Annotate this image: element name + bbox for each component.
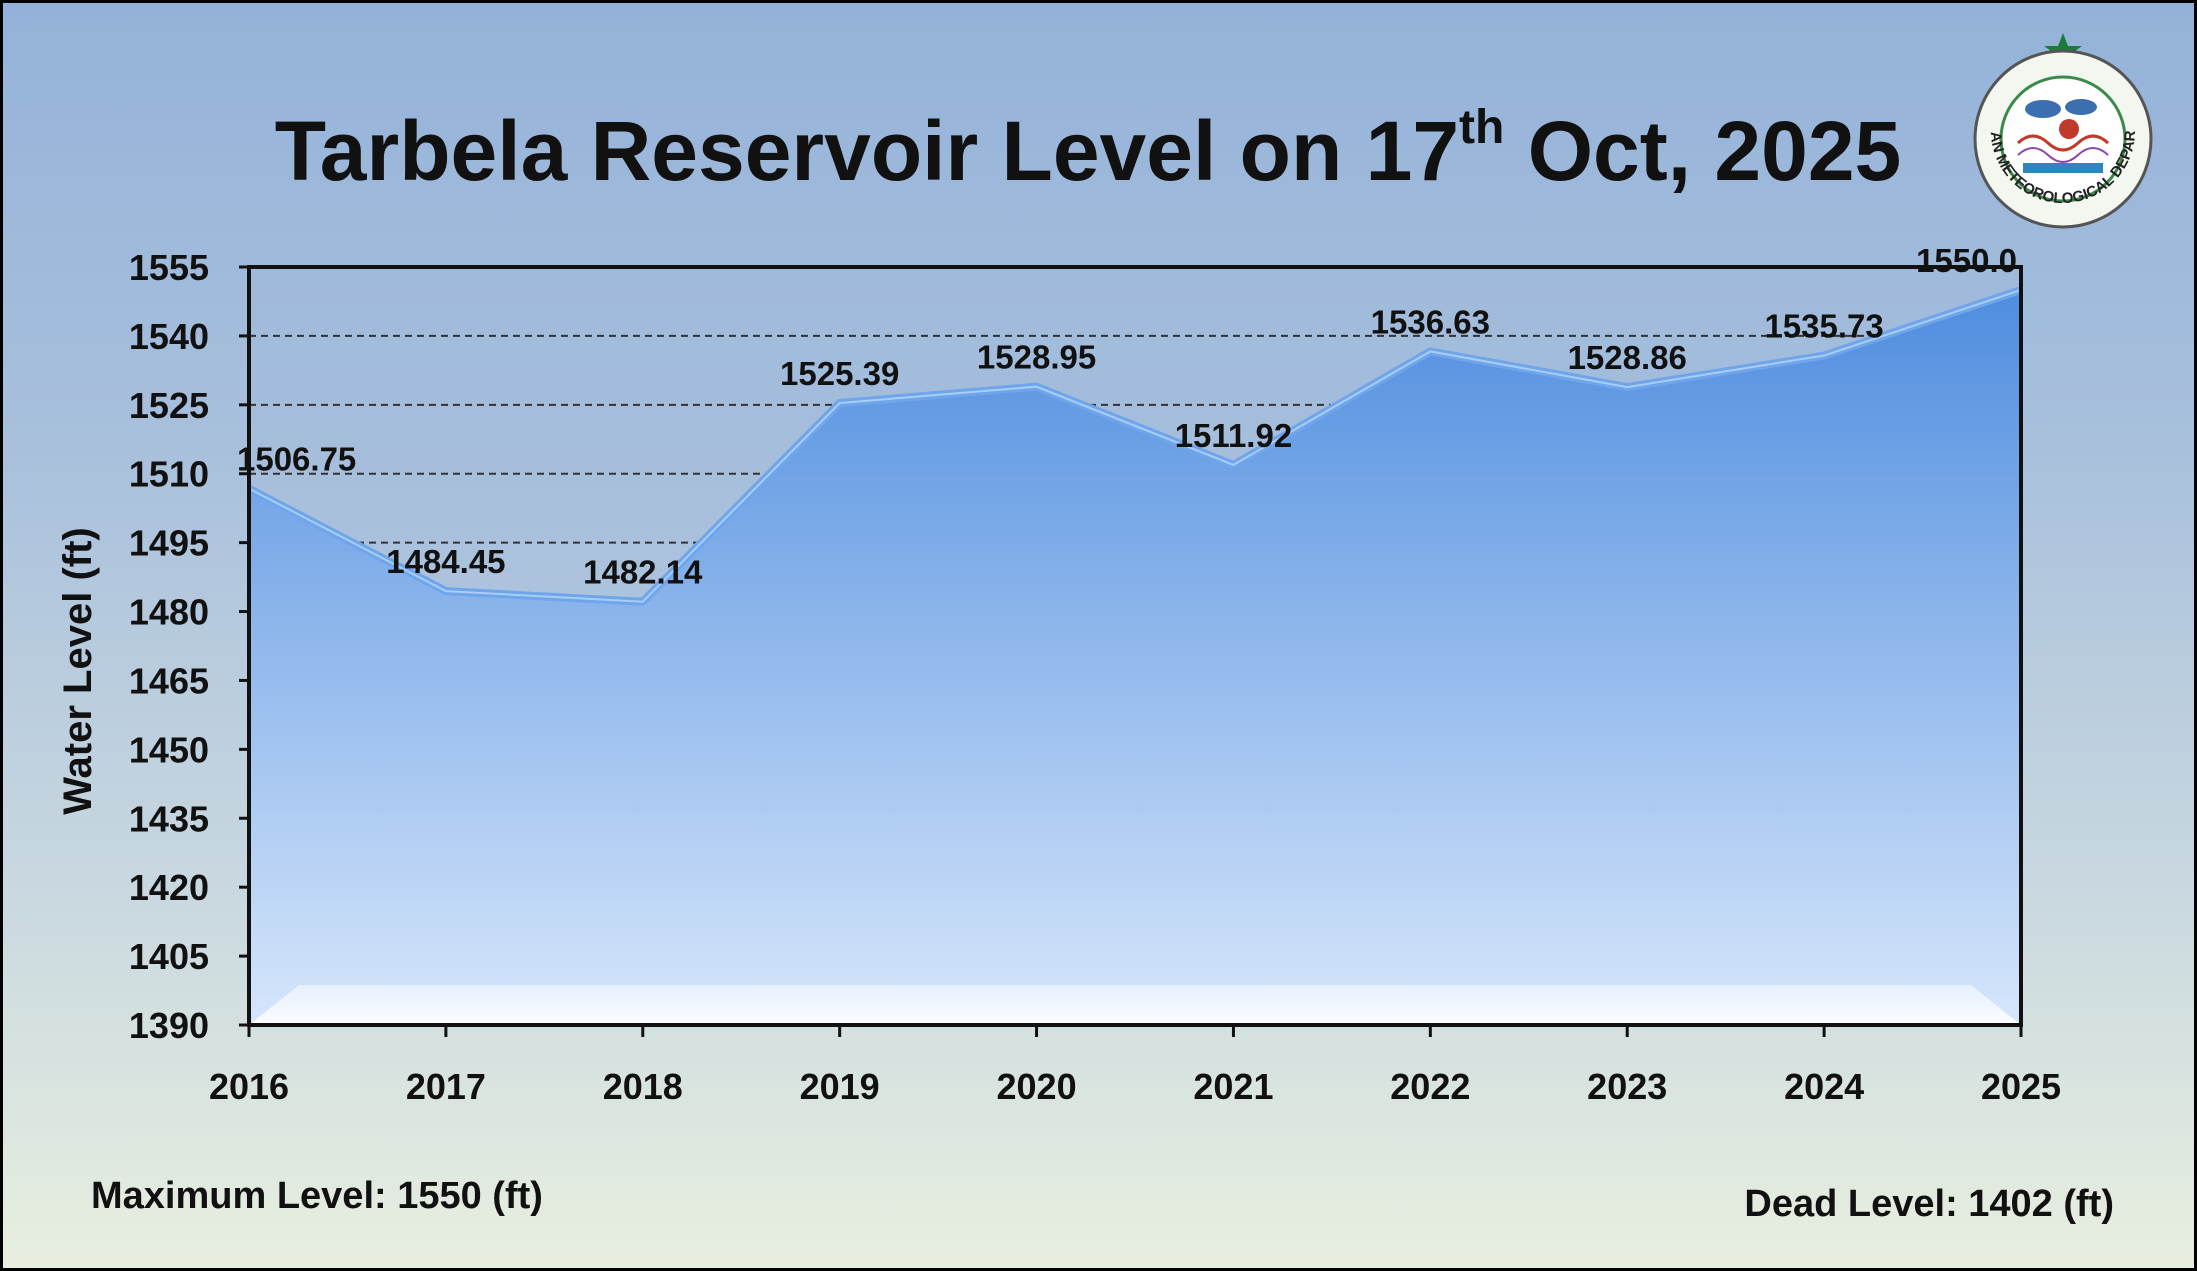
y-tick-label: 1390: [129, 1005, 209, 1046]
data-label: 1536.63: [1371, 303, 1490, 340]
y-tick-label: 1450: [129, 729, 209, 770]
x-tick-label: 2018: [603, 1066, 683, 1107]
x-tick-label: 2025: [1981, 1066, 2061, 1107]
plot-frame: [247, 265, 2023, 1027]
x-tick-label: 2022: [1390, 1066, 1470, 1107]
y-tick-label: 1465: [129, 660, 209, 701]
data-label: 1484.45: [386, 543, 505, 580]
data-label: 1506.75: [237, 441, 356, 478]
y-tick-label: 1435: [129, 798, 209, 839]
area-chart: 1390 1405 1420 1435 1450 1465 1480 1495 1510 1525…: [56, 242, 2061, 1107]
y-tick-label: 1480: [129, 592, 209, 633]
x-tick-label: 2021: [1193, 1066, 1273, 1107]
chart-title: Tarbela Reservoir Level on 17th Oct, 202…: [274, 101, 1902, 198]
area-floor-bevel: [249, 985, 2021, 1025]
x-tick-label: 2020: [997, 1066, 1077, 1107]
data-label: 1528.95: [977, 339, 1096, 376]
data-label: 1511.92: [1175, 417, 1292, 454]
data-label: 1550.0: [1916, 242, 2017, 279]
y-tick-label: 1555: [129, 247, 209, 288]
x-tick-label: 2024: [1784, 1066, 1864, 1107]
y-tick-label: 1540: [129, 316, 209, 357]
x-tick-label: 2019: [800, 1066, 880, 1107]
dead-level-note: Dead Level: 1402 (ft): [1744, 1183, 2114, 1225]
y-tick-label: 1420: [129, 867, 209, 908]
x-tick-label: 2023: [1587, 1066, 1667, 1107]
data-label: 1482.14: [583, 554, 703, 591]
y-tick-label: 1495: [129, 523, 209, 564]
data-label: 1535.73: [1764, 308, 1883, 345]
x-tick-label: 2017: [406, 1066, 486, 1107]
x-tick-label: 2016: [209, 1066, 289, 1107]
y-tick-label: 1405: [129, 936, 209, 977]
water-level-area: [249, 289, 2021, 1025]
pmd-seal-icon: PAKISTAN METEOROLOGICAL DEPARTMENT: [1963, 31, 2153, 229]
maximum-level-note: Maximum Level: 1550 (ft): [91, 1175, 543, 1217]
y-tick-label: 1525: [129, 385, 209, 426]
data-label: 1525.39: [780, 355, 899, 392]
y-tick-label: 1510: [129, 454, 209, 495]
water-level-line-highlight: [248, 289, 2022, 603]
y-axis-label: Water Level (ft): [56, 527, 100, 814]
data-label: 1528.86: [1568, 339, 1687, 376]
